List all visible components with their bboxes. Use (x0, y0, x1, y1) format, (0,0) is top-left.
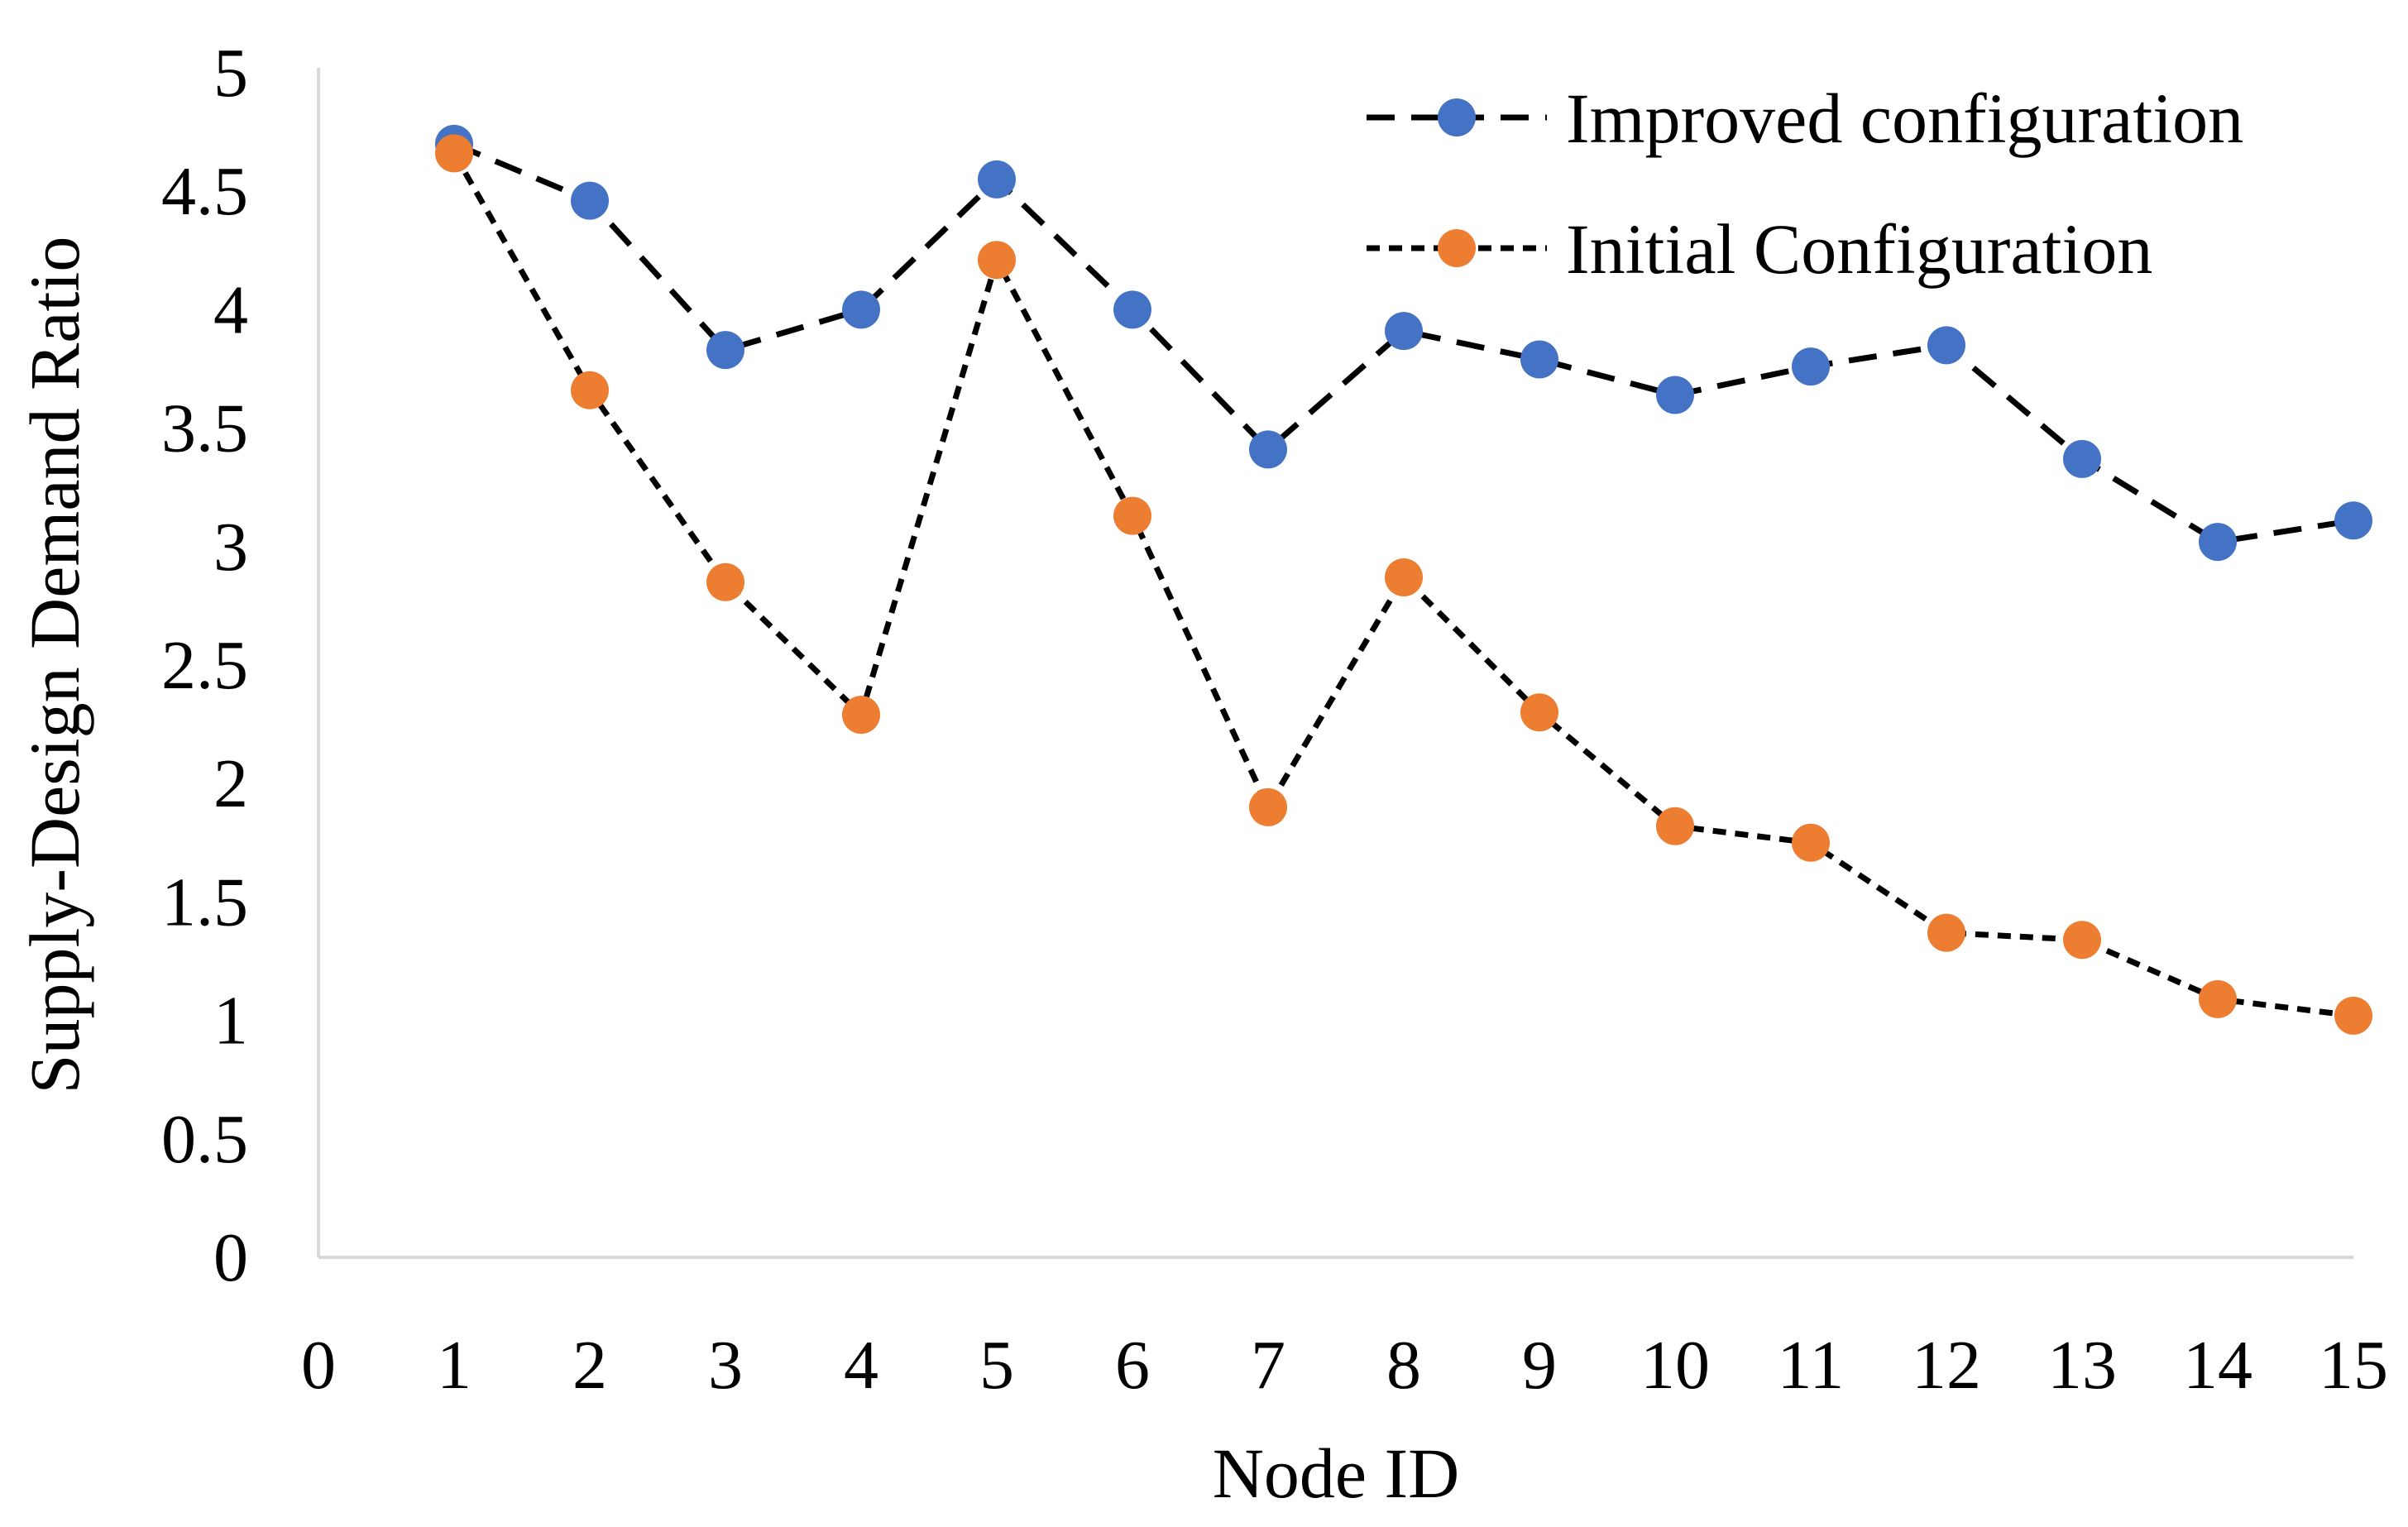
legend: Improved configuration Initial Configurat… (1367, 79, 2243, 289)
data-point (2199, 979, 2237, 1018)
x-tick-label: 15 (2319, 1327, 2388, 1404)
x-tick-label: 4 (844, 1327, 878, 1404)
x-tick-label: 10 (1640, 1327, 1710, 1404)
data-point (1385, 312, 1423, 351)
data-point (1927, 326, 1965, 365)
data-point (1792, 823, 1830, 862)
x-tick-label: 12 (1912, 1327, 1981, 1404)
data-point (1792, 347, 1830, 386)
data-point (2063, 439, 2101, 478)
data-point (842, 290, 880, 329)
x-tick-label: 8 (1386, 1327, 1421, 1404)
x-tick-label: 11 (1778, 1327, 1845, 1404)
data-point (2199, 523, 2237, 562)
legend-label: Improved configuration (1566, 79, 2243, 158)
x-tick-label: 2 (572, 1327, 607, 1404)
x-axis-title: Node ID (1213, 1434, 1460, 1513)
data-point (1656, 376, 1694, 414)
y-tick-label: 3.5 (161, 390, 248, 467)
y-tick-label: 4.5 (161, 153, 248, 230)
y-tick-label: 2.5 (161, 627, 248, 704)
data-point (978, 241, 1016, 280)
x-tick-label: 6 (1115, 1327, 1150, 1404)
legend-marker (1438, 229, 1476, 267)
data-point (1520, 340, 1558, 379)
legend-label: Initial Configuration (1566, 209, 2152, 289)
y-tick-label: 4 (213, 271, 248, 348)
x-tick-label: 0 (301, 1327, 336, 1404)
data-point (1113, 290, 1151, 329)
y-tick-label: 2 (213, 745, 248, 822)
data-point (1113, 496, 1151, 535)
axes (317, 68, 2353, 1259)
data-point (1520, 693, 1558, 732)
data-point (2063, 921, 2101, 960)
y-tick-label: 0.5 (161, 1101, 248, 1178)
y-tick-label: 5 (213, 35, 248, 112)
x-tick-label: 13 (2047, 1327, 2117, 1404)
x-tick-label: 3 (708, 1327, 743, 1404)
data-point (435, 134, 473, 173)
data-point (1385, 558, 1423, 597)
y-tick-label: 3 (213, 509, 248, 586)
y-axis-title: Supply-Design Demand Ratio (15, 237, 94, 1094)
data-point (2334, 501, 2372, 540)
x-tick-label: 5 (979, 1327, 1014, 1404)
legend-marker (1438, 98, 1476, 136)
series-line (451, 151, 2354, 1019)
data-point (706, 331, 744, 370)
y-tick-label: 0 (213, 1219, 248, 1296)
x-tick-label: 14 (2183, 1327, 2252, 1404)
data-point (571, 371, 609, 409)
data-point (1249, 787, 1287, 826)
data-point (706, 562, 744, 601)
x-tick-label: 7 (1251, 1327, 1285, 1404)
x-tick-label: 1 (437, 1327, 472, 1404)
data-point (1249, 430, 1287, 469)
data-point (1927, 913, 1965, 952)
y-tick-label: 1.5 (161, 864, 248, 941)
data-point (1656, 807, 1694, 845)
y-tick-label: 1 (213, 983, 248, 1060)
x-tick-label: 9 (1522, 1327, 1557, 1404)
data-point (571, 181, 609, 220)
series-points (435, 124, 2372, 1035)
data-point (842, 696, 880, 735)
series-lines (451, 141, 2354, 1019)
data-point (2334, 996, 2372, 1035)
tick-labels: 0 1 2 3 4 5 6 7 8 9 10 11 12 13 14 1500.511.522.533.544… (161, 35, 2388, 1404)
data-point (978, 160, 1016, 199)
